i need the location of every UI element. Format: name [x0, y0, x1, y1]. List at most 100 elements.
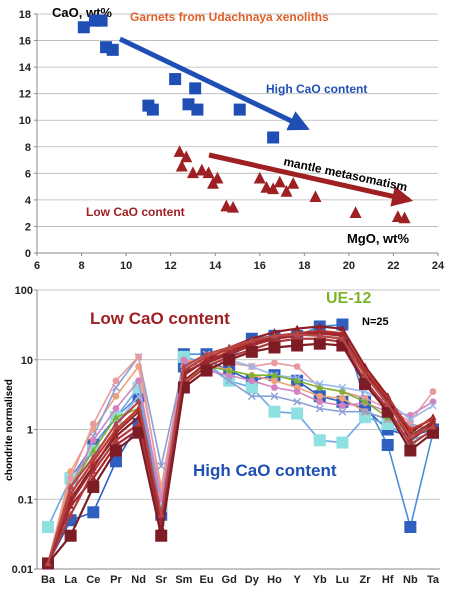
spider-point-low: [404, 444, 417, 457]
element-label-ho: Ho: [267, 574, 282, 586]
top-x-tick-label: 16: [254, 260, 266, 272]
spider-point-low: [89, 474, 97, 481]
bottom-y-tick-label: 0.01: [12, 564, 33, 576]
low-cao-label: Low CaO content: [90, 309, 230, 328]
element-label-gd: Gd: [222, 574, 237, 586]
spider-point-low: [429, 417, 437, 425]
spider-point-high: [293, 388, 301, 395]
spider-point-high-b: [134, 392, 143, 401]
spider-point-low: [109, 444, 122, 457]
spider-point-high: [316, 392, 324, 400]
spider-point-high: [109, 455, 122, 468]
spider-point-high: [339, 394, 346, 402]
spider-point-high: [361, 407, 369, 416]
spider-point-ue12: [112, 413, 120, 420]
spider-point-ue12: [316, 383, 324, 391]
spider-point-high: [336, 436, 349, 449]
spider-point-low: [293, 324, 301, 332]
top-y-tick-label: 8: [25, 142, 31, 154]
bottom-element-labels: Ba La Ce Pr Nd Sr Sm Eu Gd Dy Ho Y Yb Lu Zr Hf Nb Ta: [41, 574, 440, 586]
spider-line-high: [47, 356, 434, 564]
low-cao-point: [267, 182, 280, 195]
low-cao-point: [398, 211, 411, 224]
spider-point-low: [203, 350, 210, 357]
top-x-tick-label: 6: [34, 260, 40, 272]
top-x-tick-label: 12: [165, 260, 177, 272]
spider-point-low: [271, 328, 278, 335]
spider-point-ue12: [89, 446, 97, 454]
spider-point-low: [87, 480, 100, 493]
spider-point-low: [339, 324, 346, 332]
top-y-tick-label: 14: [19, 62, 32, 74]
element-label-y: Y: [293, 574, 301, 586]
spider-point-high-b: [361, 407, 369, 416]
spider-point-high: [406, 418, 414, 425]
spider-point-high: [315, 404, 324, 413]
low-cao-point: [227, 200, 240, 213]
high-cao-point: [191, 103, 204, 116]
spider-point-high-b: [157, 462, 166, 470]
spider-point-high: [180, 356, 188, 364]
spider-line-high: [47, 356, 434, 564]
spider-point-low: [67, 510, 75, 518]
spider-point-high: [338, 407, 347, 416]
spider-point-high: [42, 521, 54, 534]
spider-point-high: [89, 436, 97, 444]
top-y-tick-label: 4: [25, 195, 32, 207]
spider-point-low: [157, 510, 165, 518]
spider-point-high-b: [338, 383, 347, 392]
spider-point-high: [112, 405, 120, 412]
element-label-nb: Nb: [403, 574, 418, 586]
spider-point-low: [245, 345, 258, 358]
spider-point-low: [132, 426, 145, 439]
spider-point-high: [157, 462, 166, 470]
spider-point-high-b: [247, 392, 256, 401]
top-x-tick-label: 10: [120, 260, 132, 272]
bottom-y-axis-label: chondrite normalised: [4, 379, 15, 481]
top-chart-title: Garnets from Udachnaya xenoliths: [130, 10, 329, 24]
spider-point-high: [316, 398, 324, 406]
high-cao-point: [169, 73, 182, 86]
spider-point-ue12: [293, 376, 301, 384]
spider-point-ue12: [361, 397, 369, 405]
spider-point-high: [271, 384, 278, 391]
spider-point-ue12: [225, 366, 233, 374]
spider-point-low: [223, 353, 236, 366]
element-label-ba: Ba: [41, 574, 56, 586]
bottom-y-tick-label: 0.1: [18, 494, 33, 506]
low-cao-point: [280, 185, 293, 197]
bottom-y-tick-label: 1: [27, 425, 33, 437]
spider-point-low: [406, 425, 414, 433]
spider-point-high: [404, 521, 417, 534]
bottom-y-tick-label: 10: [21, 355, 33, 367]
spider-point-high-b: [406, 415, 415, 424]
spider-point-low: [225, 343, 233, 351]
spider-point-low: [112, 428, 120, 436]
spider-point-low: [112, 420, 120, 427]
top-x-tick-label: 18: [298, 260, 310, 272]
spider-point-low: [268, 341, 281, 354]
spider-point-high-b: [315, 404, 324, 413]
spider-point-high: [313, 434, 326, 447]
spider-point-high: [339, 402, 346, 410]
spider-point-high: [225, 376, 234, 385]
high-cao-point: [146, 103, 159, 116]
spider-point-low: [44, 559, 52, 567]
element-label-ta: Ta: [427, 574, 440, 586]
spider-line-ue12: [47, 365, 434, 564]
spider-point-high: [271, 377, 278, 385]
spider-point-high: [225, 371, 233, 379]
element-label-lu: Lu: [336, 574, 349, 586]
spider-point-ue12: [248, 371, 256, 378]
spider-point-high: [112, 377, 120, 385]
spider-point-low: [271, 331, 278, 339]
bottom-gridlines: [34, 289, 440, 570]
spider-point-high: [67, 474, 75, 482]
spider-point-high: [112, 392, 120, 400]
spider-point-high: [291, 407, 304, 420]
spider-point-high: [135, 377, 142, 385]
bottom-series: [42, 318, 439, 570]
spider-point-low: [316, 322, 324, 330]
spider-point-high: [248, 377, 256, 385]
element-label-zr: Zr: [360, 574, 372, 586]
